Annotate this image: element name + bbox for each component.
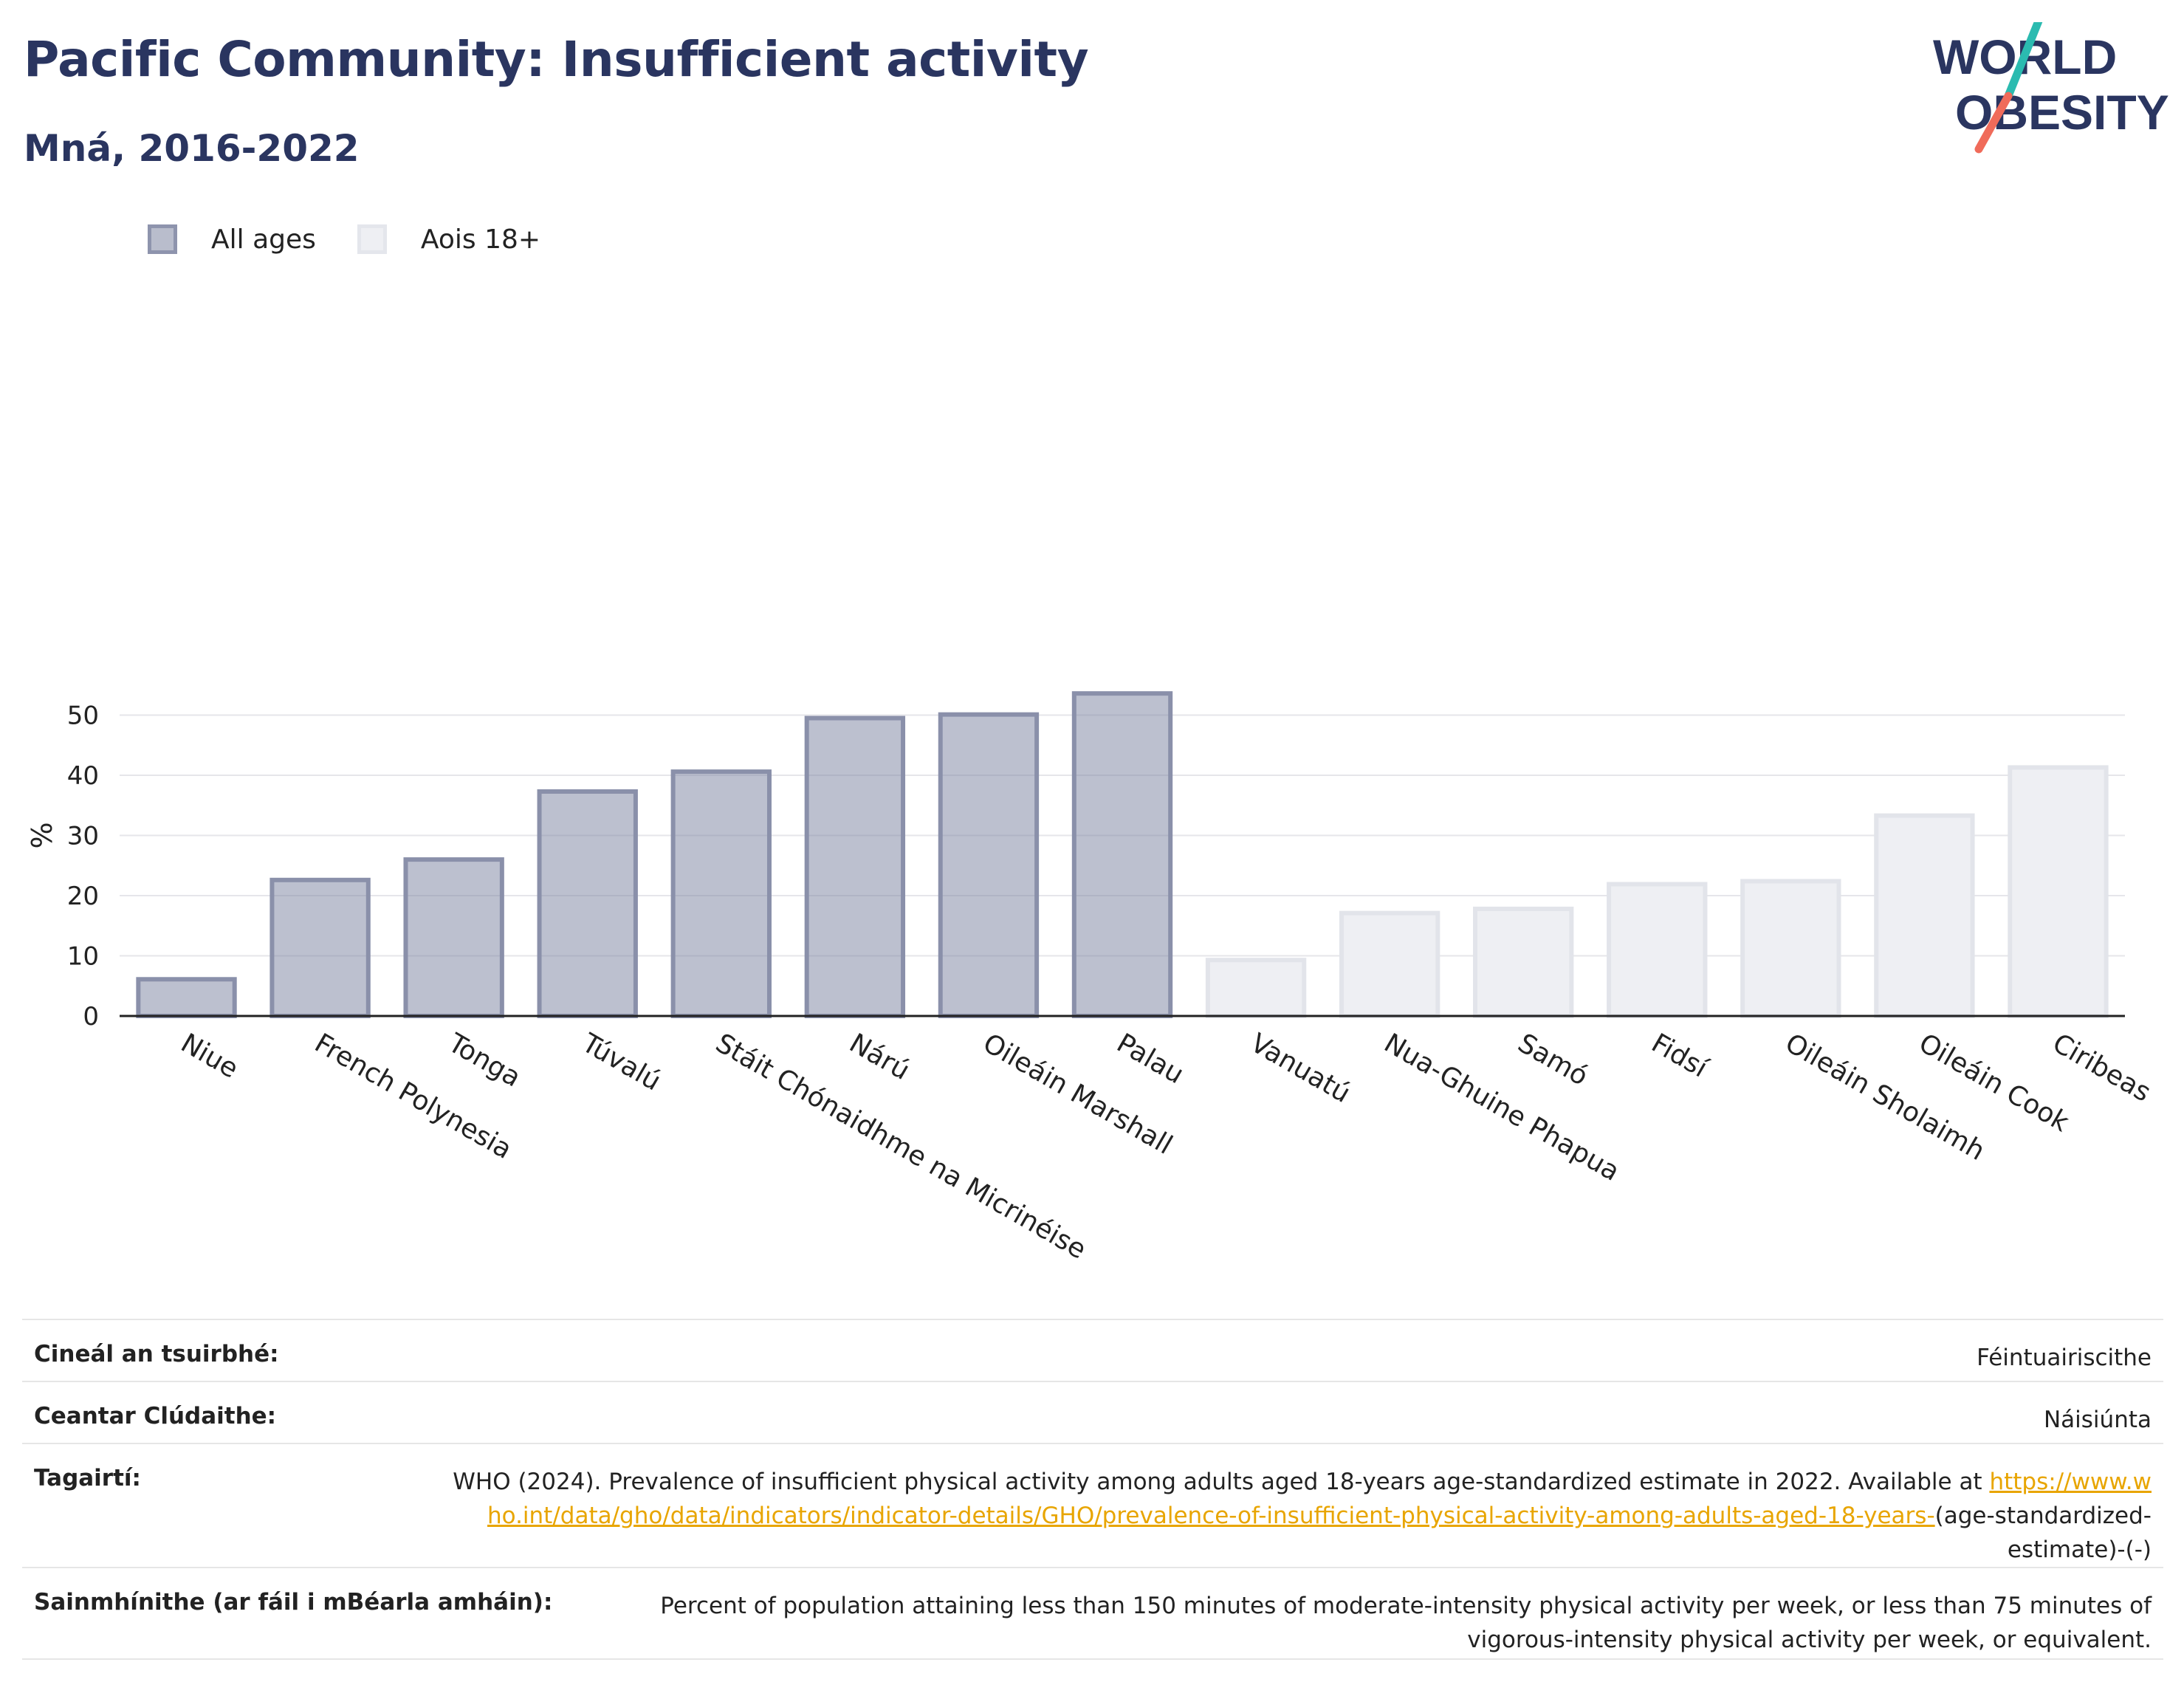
bar-all-ages[interactable] xyxy=(670,769,772,1018)
references-value: WHO (2024). Prevalence of insufficient p… xyxy=(439,1465,2152,1567)
y-tick-label: 20 xyxy=(67,882,99,911)
survey-label: Cineál an tsuirbhé: xyxy=(34,1341,279,1367)
x-tick-label: Túvalú xyxy=(576,1028,665,1097)
bar-all-ages[interactable] xyxy=(403,857,504,1018)
definitions-value: Percent of population attaining less tha… xyxy=(660,1593,2152,1653)
y-tick-label: 30 xyxy=(67,822,99,851)
references-tail: (age-standardized-estimate)-(-) xyxy=(1934,1503,2152,1563)
page-subtitle: Mná, 2016-2022 xyxy=(24,127,360,170)
info-row-references: Tagairtí: WHO (2024). Prevalence of insu… xyxy=(22,1443,2163,1567)
bar-all-ages[interactable] xyxy=(537,789,638,1018)
x-tick-label: Fidsí xyxy=(1646,1028,1713,1084)
info-row-survey: Cineál an tsuirbhé: Féintuairiscithe xyxy=(22,1319,2163,1381)
x-tick-label: Tonga xyxy=(442,1028,526,1094)
x-tick-label: Ciribeas xyxy=(2047,1028,2156,1108)
bar-aois-18[interactable] xyxy=(1339,910,1440,1019)
legend-swatch-all-ages xyxy=(148,224,177,254)
references-label: Tagairtí: xyxy=(34,1465,141,1491)
page-title: Pacific Community: Insufficient activity xyxy=(24,31,1089,88)
x-tick-label: Samó xyxy=(1513,1028,1593,1092)
references-link[interactable]: https://www.who.int/data/gho/data/indica… xyxy=(487,1469,2152,1529)
world-obesity-logo: WORLD OBESITY xyxy=(1933,22,2169,154)
y-tick-label: 50 xyxy=(67,701,99,731)
x-tick-label: Palau xyxy=(1112,1028,1189,1090)
legend-swatch-aois-18 xyxy=(357,224,387,254)
x-tick-label: Niue xyxy=(176,1028,243,1084)
bar-all-ages[interactable] xyxy=(269,877,371,1019)
y-tick-label: 0 xyxy=(83,1002,99,1031)
info-table: Cineál an tsuirbhé: Féintuairiscithe Cea… xyxy=(22,1319,2163,1660)
chart-legend: All ages Aois 18+ xyxy=(148,220,582,258)
legend-label-all-ages: All ages xyxy=(211,224,316,255)
bar-all-ages[interactable] xyxy=(938,712,1040,1018)
bar-all-ages[interactable] xyxy=(136,977,237,1019)
survey-value: Féintuairiscithe xyxy=(1977,1345,2152,1371)
references-text: WHO (2024). Prevalence of insufficient p… xyxy=(453,1469,1982,1495)
info-row-definitions: Sainmhínithe (ar fáil i mBéarla amháin):… xyxy=(22,1567,2163,1660)
bar-all-ages[interactable] xyxy=(804,715,906,1018)
y-tick-label: 40 xyxy=(67,761,99,791)
bar-all-ages[interactable] xyxy=(1071,691,1173,1018)
bar-aois-18[interactable] xyxy=(1205,958,1307,1018)
bar-aois-18[interactable] xyxy=(1607,882,1708,1019)
legend-label-aois-18: Aois 18+ xyxy=(420,224,541,255)
bar-aois-18[interactable] xyxy=(2008,765,2109,1019)
logo-coral-slash xyxy=(1974,92,2013,154)
area-value: Náisiúnta xyxy=(2043,1407,2152,1433)
bar-aois-18[interactable] xyxy=(1874,813,1975,1018)
info-row-area: Ceantar Clúdaithe: Náisiúnta xyxy=(22,1381,2163,1443)
y-axis-label: % xyxy=(26,822,58,848)
x-tick-label: Vanuatú xyxy=(1246,1028,1356,1109)
logo-teal-slash xyxy=(2004,22,2043,100)
x-tick-label: Nárú xyxy=(844,1028,915,1086)
bar-aois-18[interactable] xyxy=(1740,879,1841,1018)
x-tick-label: Nua-Ghuine Phapua xyxy=(1379,1028,1625,1187)
definitions-label: Sainmhínithe (ar fáil i mBéarla amháin): xyxy=(34,1589,553,1616)
bar-aois-18[interactable] xyxy=(1473,906,1574,1019)
area-label: Ceantar Clúdaithe: xyxy=(34,1403,277,1429)
legend-item-aois-18[interactable]: Aois 18+ xyxy=(357,224,540,255)
legend-item-all-ages[interactable]: All ages xyxy=(148,224,316,255)
y-tick-label: 10 xyxy=(67,942,99,972)
